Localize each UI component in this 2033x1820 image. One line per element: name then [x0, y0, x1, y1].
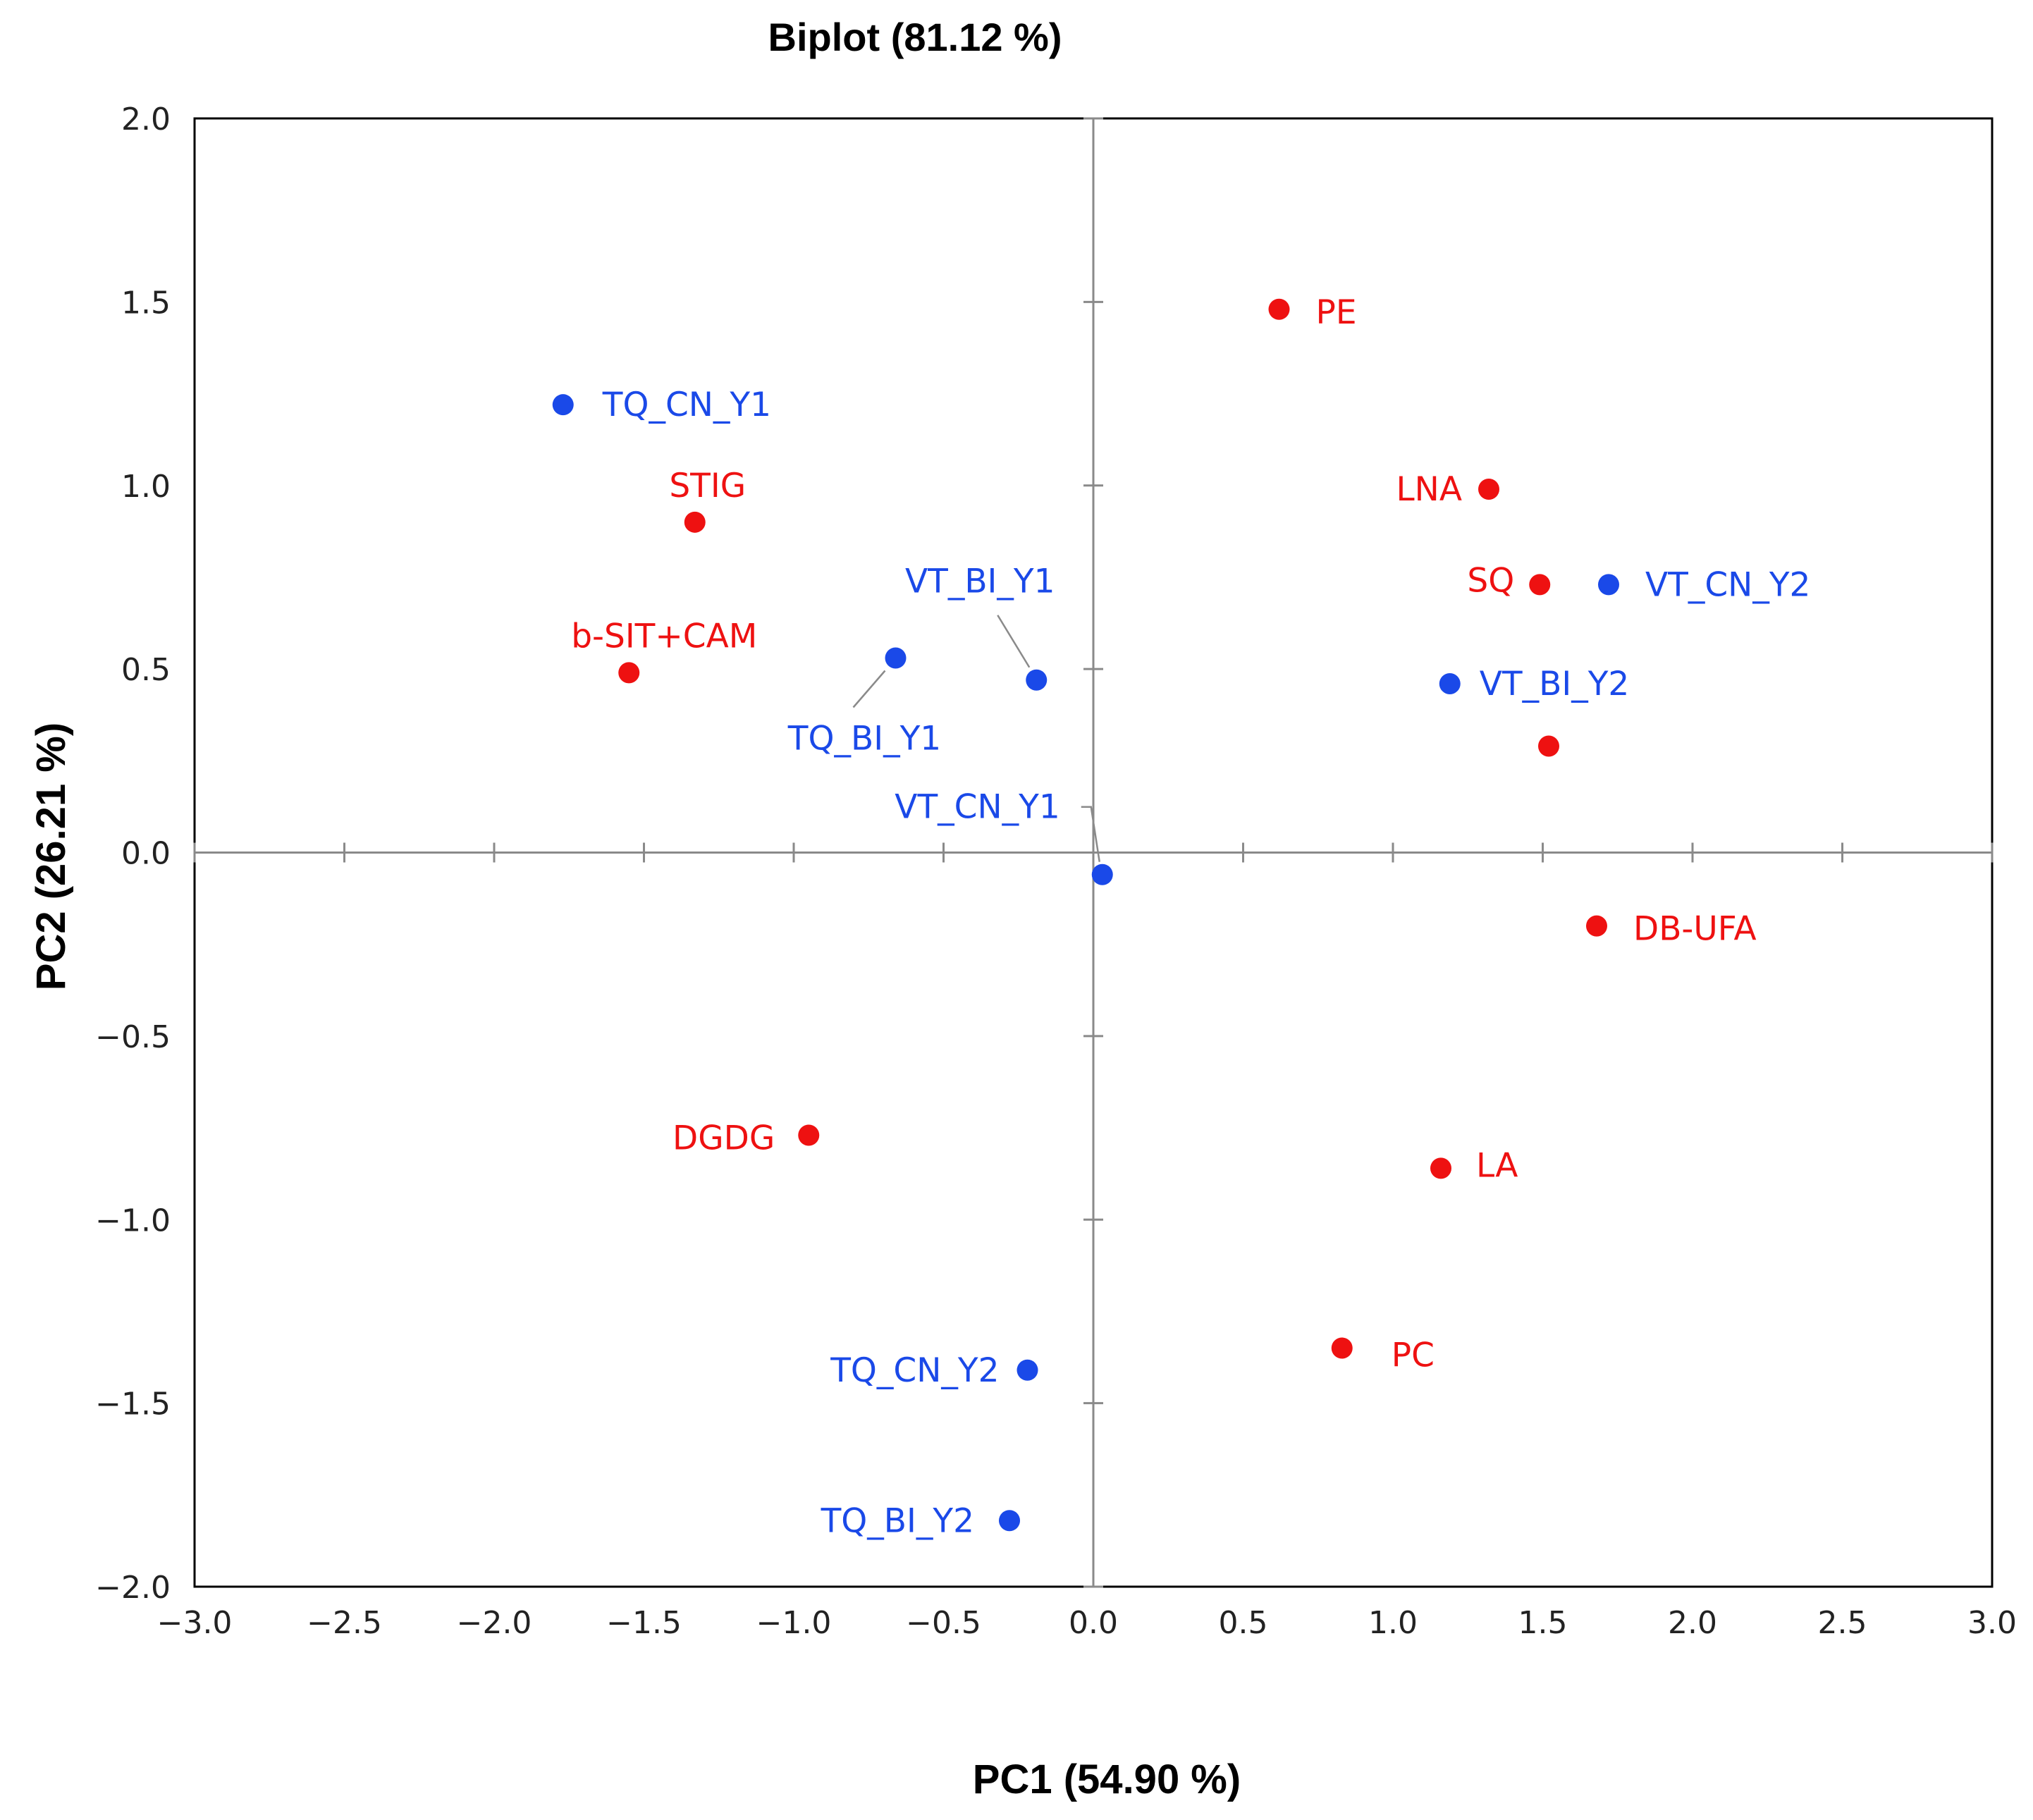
leader-lines	[852, 615, 1100, 862]
y-tick-label: −2.0	[95, 1570, 171, 1606]
x-tick-label: 0.5	[1219, 1605, 1268, 1641]
label-vt-cn-y2: VT_CN_Y2	[1645, 565, 1810, 604]
label-pc: PC	[1392, 1336, 1435, 1375]
y-tick-label: −0.5	[95, 1019, 171, 1055]
x-tick-label: 3.0	[1967, 1605, 2017, 1641]
x-tick-label: 0.0	[1069, 1605, 1118, 1641]
label-la: LA	[1476, 1146, 1518, 1185]
y-tick-label: 0.0	[121, 836, 171, 872]
label-vt-bi-y2: VT_BI_Y2	[1480, 665, 1630, 703]
leader-line-vt-cn-y1	[1081, 806, 1100, 862]
x-tick-label: 2.5	[1818, 1605, 1867, 1641]
axes-layer: −3.0 −2.5 −2.0 −1.5 −1.0 −0.5 0.0 0.5 1.0 1.5 2.0 2…	[95, 102, 2017, 1641]
point-tq-cn-y1	[552, 394, 574, 416]
label-dgdg: DGDG	[672, 1119, 775, 1157]
x-tick-label: 1.0	[1368, 1605, 1418, 1641]
label-stig: STIG	[669, 467, 746, 505]
point-vt-cn-y2	[1598, 574, 1619, 596]
label-vt-cn-y1: VT_CN_Y1	[895, 788, 1060, 827]
point-la	[1430, 1157, 1451, 1179]
label-pe: PE	[1316, 293, 1357, 332]
y-axis-title: PC2 (26.21 %)	[28, 723, 74, 990]
point-dgdg	[798, 1124, 820, 1146]
point-tq-cn-y2	[1016, 1359, 1038, 1381]
points-layer	[552, 298, 1619, 1532]
label-b-sit-cam: b-SIT+CAM	[571, 617, 757, 656]
x-tick-label: 2.0	[1668, 1605, 1717, 1641]
label-tq-bi-y2: TQ_BI_Y2	[821, 1501, 974, 1540]
x-tick-label: −1.5	[606, 1605, 682, 1641]
x-tick-label: 1.5	[1518, 1605, 1568, 1641]
point-unlabeled-5	[1538, 735, 1559, 757]
label-db-ufa: DB-UFA	[1633, 910, 1757, 949]
point-db-ufa	[1586, 915, 1607, 937]
leader-line-tq-bi-y1	[852, 670, 886, 708]
y-tick-label: −1.0	[95, 1203, 171, 1238]
point-vt-cn-y1	[1091, 863, 1113, 885]
x-axis-title: PC1 (54.90 %)	[973, 1757, 1241, 1802]
x-tick-label: −2.0	[457, 1605, 532, 1641]
leader-line-vt-bi-y1	[997, 615, 1031, 668]
point-sq	[1529, 574, 1551, 596]
point-vt-bi-y1	[1026, 669, 1048, 691]
label-lna: LNA	[1396, 470, 1463, 509]
x-tick-label: −1.0	[756, 1605, 832, 1641]
y-tick-label: −1.5	[95, 1386, 171, 1422]
label-vt-bi-y1: VT_BI_Y1	[905, 562, 1055, 601]
point-lna	[1478, 478, 1499, 500]
point-labels: TQ_CN_Y1 TQ_BI_Y1 VT_BI_Y1 VT_CN_Y1 VT_CN_Y2…	[571, 293, 1810, 1540]
label-tq-bi-y1: TQ_BI_Y1	[787, 720, 941, 758]
x-tick-label: −0.5	[906, 1605, 981, 1641]
y-tick-label: 0.5	[121, 652, 171, 688]
label-tq-cn-y1: TQ_CN_Y1	[602, 386, 771, 424]
point-stig	[684, 511, 706, 533]
label-tq-cn-y2: TQ_CN_Y2	[830, 1351, 999, 1390]
y-tick-label: 2.0	[121, 102, 171, 137]
point-b-sit-cam	[618, 662, 640, 684]
chart-title: Biplot (81.12 %)	[768, 15, 1062, 59]
point-pc	[1331, 1337, 1353, 1359]
x-tick-label: −3.0	[157, 1605, 233, 1641]
point-tq-bi-y1	[885, 647, 907, 669]
x-tick-label: −2.5	[307, 1605, 382, 1641]
y-tick-label: 1.0	[121, 469, 171, 505]
label-sq: SQ	[1467, 561, 1514, 600]
point-vt-bi-y2	[1439, 672, 1461, 694]
y-tick-label: 1.5	[121, 285, 171, 321]
point-tq-bi-y2	[999, 1510, 1020, 1532]
point-pe	[1268, 298, 1290, 320]
